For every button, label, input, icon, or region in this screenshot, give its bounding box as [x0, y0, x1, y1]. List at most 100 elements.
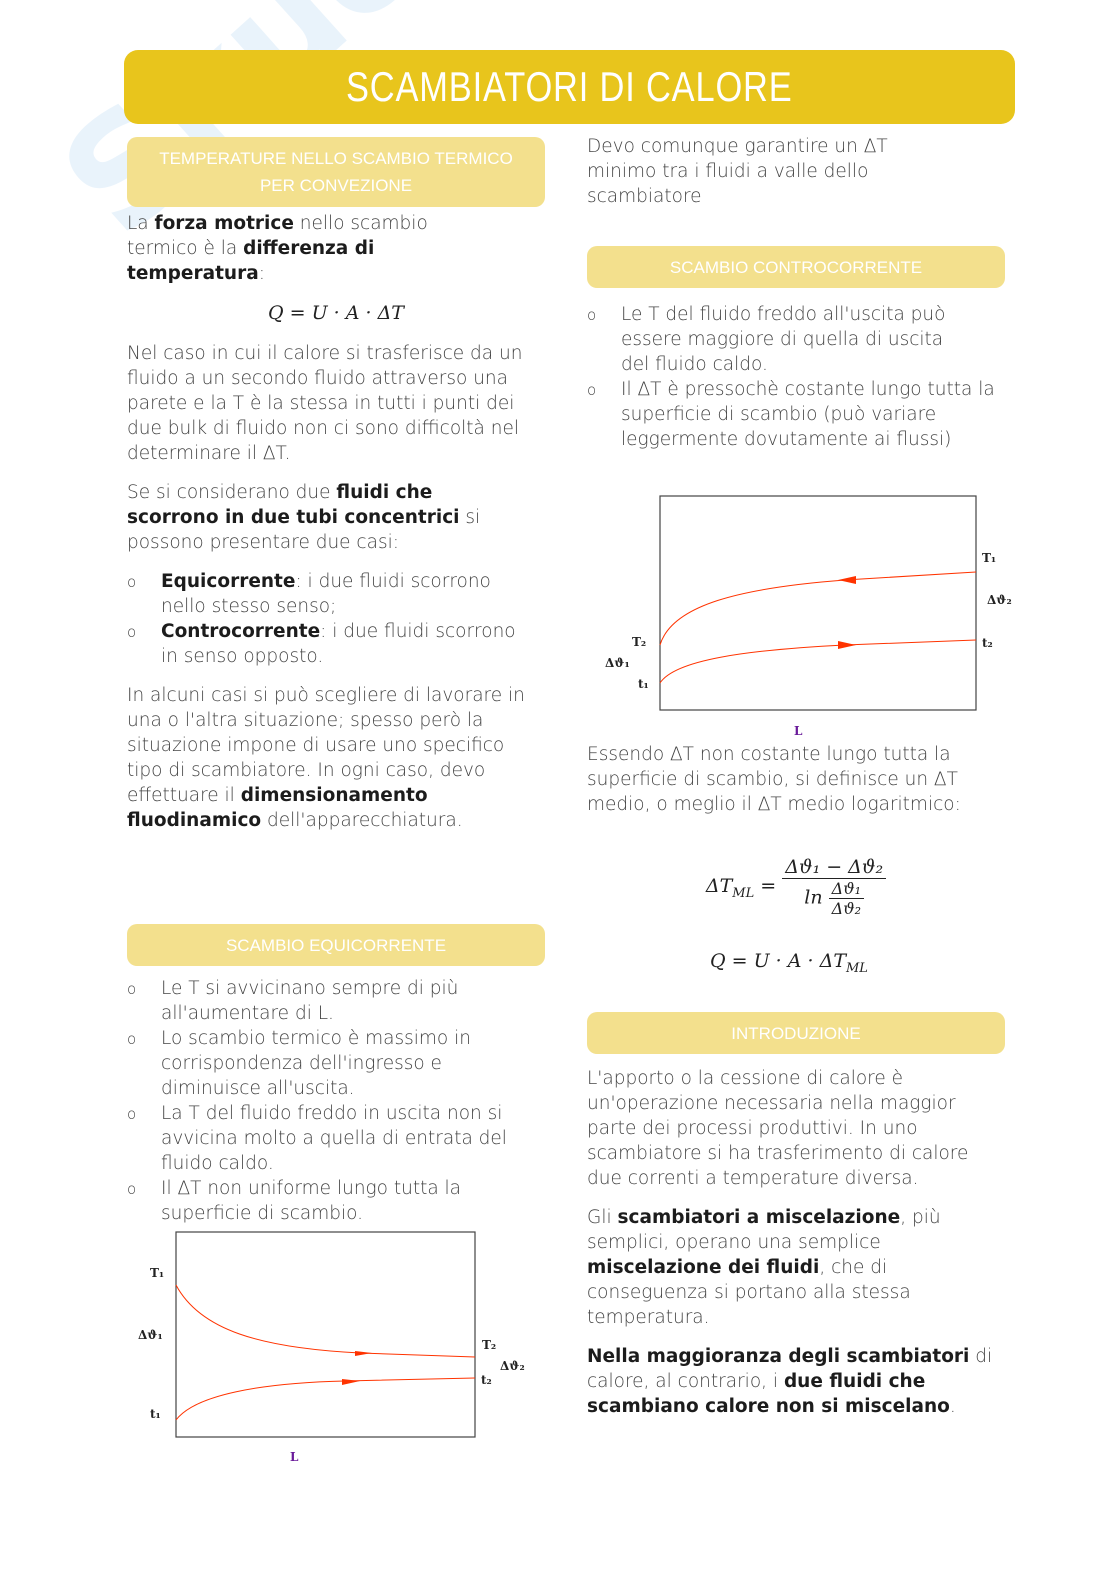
paragraph-tubi-concentrici: Se si considerano due fluidi che scorron… — [127, 480, 507, 555]
text-segment: si possono presentare due casi: — [127, 507, 481, 553]
label-T1: T₁ — [982, 551, 996, 565]
bold-text: dimensionamento fluodinamico — [127, 785, 428, 831]
text-segment: Il ΔT non uniforme lungo tutta la superf… — [161, 1178, 462, 1224]
formula-q-main: Q = U · A · ΔT — [710, 950, 846, 972]
text-segment: di calore, al contrario, i — [587, 1346, 993, 1392]
list-item: La T del fluido freddo in uscita non si … — [127, 1101, 527, 1176]
list-item: Le T si avvicinano sempre di più all'aum… — [127, 976, 527, 1026]
paragraph-trasferimento: Nel caso in cui il calore si trasferisce… — [127, 341, 527, 466]
text-segment: Se si considerano due — [127, 482, 337, 503]
label-T2: T₂ — [632, 635, 646, 649]
cold-fluid-arrow-icon — [342, 1379, 360, 1385]
section-heading-text: SCAMBIO CONTROCORRENTE — [669, 257, 923, 277]
text-segment: In alcuni casi si può scegliere di lavor… — [127, 685, 525, 806]
text-segment: dell'apparecchiatura. — [261, 810, 463, 831]
paragraph-forza-motrice: La forza motrice nello scambio termico è… — [127, 211, 472, 286]
bold-text: fluidi che scorrono in due tubi concentr… — [127, 482, 460, 528]
bold-text: forza motrice — [154, 213, 294, 234]
text-segment: Gli — [587, 1207, 618, 1228]
left-text-block-2: Nel caso in cui il calore si trasferisce… — [127, 341, 527, 847]
axis-label-L: L — [290, 1450, 299, 1464]
text-segment: Le T si avvicinano sempre di più all'aum… — [161, 978, 459, 1024]
text-segment: Le T del fluido freddo all'uscita può es… — [621, 304, 946, 375]
left-text-block-1: La forza motrice nello scambio termico è… — [127, 211, 472, 300]
hot-fluid-curve — [175, 1284, 476, 1358]
label-dtheta1: Δϑ₁ — [138, 1328, 163, 1342]
label-T2: T₂ — [482, 1338, 496, 1352]
hot-fluid-arrow-icon — [838, 576, 856, 584]
text-segment: L'apporto o la cessione di calore è un'o… — [587, 1068, 969, 1189]
text-segment: : i due fluidi scorrono nello stesso sen… — [161, 571, 491, 617]
text-segment: Devo comunque garantire un ΔT minimo tra… — [587, 136, 888, 207]
text-segment: nello scambio termico è la — [127, 213, 428, 259]
formula-q-lmtd: Q = U · A · ΔTML — [587, 950, 991, 976]
lmtd-equals: = — [760, 875, 777, 897]
formula-lmtd: ΔTML = Δϑ₁ − Δϑ₂ ln Δϑ₁ Δϑ₂ — [587, 856, 1005, 918]
section-heading-introduzione: INTRODUZIONE — [587, 1012, 1005, 1054]
formula-q-uad: Q = U · A · ΔT — [268, 302, 404, 324]
bold-text: Controcorrente — [161, 621, 321, 642]
list-item-equicorrente: Equicorrente: i due fluidi scorrono nell… — [127, 569, 527, 619]
list-item-controcorrente: Controcorrente: i due fluidi scorrono in… — [127, 619, 527, 669]
section-heading-text: SCAMBIO EQUICORRENTE — [225, 935, 447, 955]
bold-text: miscelazione dei fluidi — [587, 1257, 820, 1278]
text-segment: La — [127, 213, 155, 234]
section-heading-convezione: TEMPERATURE NELLO SCAMBIO TERMICO PER CO… — [127, 137, 545, 207]
axis-label-L: L — [794, 724, 803, 738]
paragraph-delta-t-minimo: Devo comunque garantire un ΔT minimo tra… — [587, 134, 927, 209]
section-heading-text: INTRODUZIONE — [731, 1023, 861, 1043]
list-item: Lo scambio termico è massimo in corrispo… — [127, 1026, 527, 1101]
equicorrente-diagram: T₁ Δϑ₁ t₁ T₂ Δϑ₂ t₂ L — [138, 1231, 525, 1464]
label-t1: t₁ — [150, 1407, 161, 1421]
cold-fluid-curve — [175, 1377, 476, 1421]
title-banner: SCAMBIATORI DI CALORE — [124, 50, 1015, 124]
paragraph-miscelazione: Gli scambiatori a miscelazione, più semp… — [587, 1205, 977, 1330]
label-T1: T₁ — [150, 1266, 164, 1280]
label-dtheta2: Δϑ₂ — [987, 593, 1012, 607]
diagram-frame — [175, 1231, 476, 1438]
lmtd-lhs-sub: ML — [732, 885, 755, 901]
ln-fraction: Δϑ₁ Δϑ₂ — [828, 879, 865, 918]
bold-text: due fluidi che scambiano calore non si m… — [587, 1371, 950, 1417]
text-segment: . — [949, 1396, 956, 1417]
controcorrente-list: Le T del fluido freddo all'uscita può es… — [587, 302, 997, 452]
section-heading-text: TEMPERATURE NELLO SCAMBIO TERMICO PER CO… — [159, 149, 513, 195]
lmtd-fraction: Δϑ₁ − Δϑ₂ ln Δϑ₁ Δϑ₂ — [782, 856, 887, 918]
list-item: Le T del fluido freddo all'uscita può es… — [587, 302, 961, 377]
hot-fluid-curve — [659, 571, 977, 646]
label-dtheta2: Δϑ₂ — [500, 1359, 525, 1373]
diagram-frame — [659, 495, 977, 711]
right-text-block-0: Devo comunque garantire un ΔT minimo tra… — [587, 134, 927, 223]
formula-q-sub: ML — [846, 960, 868, 976]
cold-fluid-arrow-icon — [838, 641, 856, 649]
bold-text: scambiatori a miscelazione — [617, 1207, 901, 1228]
text-segment: Lo scambio termico è massimo in corrispo… — [161, 1028, 472, 1099]
label-t2: t₂ — [481, 1373, 492, 1387]
right-text-block-1: Essendo ΔT non costante lungo tutta la s… — [587, 742, 997, 831]
bold-text: differenza di temperatura — [127, 238, 375, 284]
label-t1: t₁ — [638, 677, 649, 691]
bold-text: Nella maggioranza degli scambiatori — [587, 1346, 970, 1367]
text-segment: Nel caso in cui il calore si trasferisce… — [127, 343, 523, 464]
lmtd-numerator: Δϑ₁ − Δϑ₂ — [782, 856, 887, 879]
label-dtheta1: Δϑ₁ — [605, 656, 630, 670]
equicorrente-list: Le T si avvicinano sempre di più all'aum… — [127, 976, 527, 1226]
page-title: SCAMBIATORI DI CALORE — [346, 63, 793, 110]
paragraph-dimensionamento: In alcuni casi si può scegliere di lavor… — [127, 683, 527, 833]
text-segment: La T del fluido freddo in uscita non si … — [161, 1103, 507, 1174]
cold-fluid-curve — [659, 639, 977, 684]
lmtd-denominator: ln Δϑ₁ Δϑ₂ — [804, 879, 865, 918]
ln-numerator: Δϑ₁ — [828, 879, 865, 899]
cases-list: Equicorrente: i due fluidi scorrono nell… — [127, 569, 527, 669]
right-text-block-2: L'apporto o la cessione di calore è un'o… — [587, 1066, 997, 1433]
section-heading-equicorrente: SCAMBIO EQUICORRENTE — [127, 924, 545, 966]
text-segment: : — [258, 263, 265, 284]
text-segment: , che di conseguenza si portano alla ste… — [587, 1257, 911, 1328]
text-segment: Essendo ΔT non costante lungo tutta la s… — [587, 744, 961, 815]
controcorrente-diagram: T₁ Δϑ₂ t₂ T₂ Δϑ₁ t₁ L — [605, 495, 1012, 738]
list-item: Il ΔT non uniforme lungo tutta la superf… — [127, 1176, 527, 1226]
ln-denominator: Δϑ₂ — [831, 899, 862, 918]
text-segment: , più semplici, operano una semplice — [587, 1207, 941, 1253]
hot-fluid-arrow-icon — [355, 1351, 372, 1356]
